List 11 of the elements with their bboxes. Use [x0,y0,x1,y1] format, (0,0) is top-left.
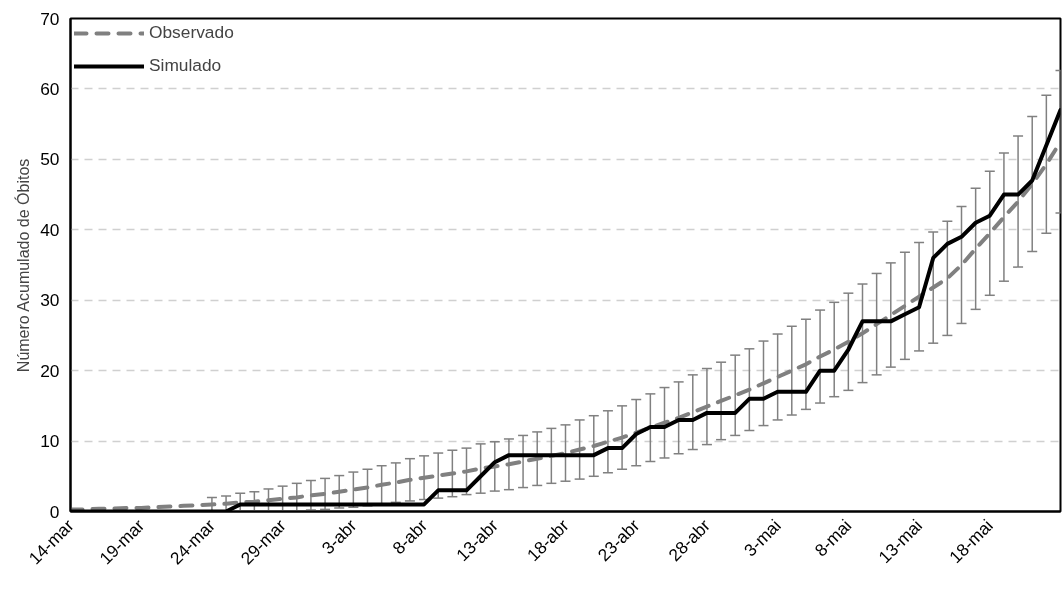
legend-label: Observado [149,22,234,43]
y-tick-label: 70 [40,8,60,29]
y-tick-label: 30 [40,290,60,311]
y-tick-label: 40 [40,219,60,240]
y-tick-label: 10 [40,431,60,452]
y-tick-label: 50 [40,149,60,170]
y-axis-title: Número Acumulado de Óbitos [14,158,33,373]
y-tick-label: 60 [40,78,60,99]
legend-label: Simulado [149,55,222,76]
y-tick-label: 0 [49,501,60,522]
y-tick-label: 20 [40,360,60,381]
